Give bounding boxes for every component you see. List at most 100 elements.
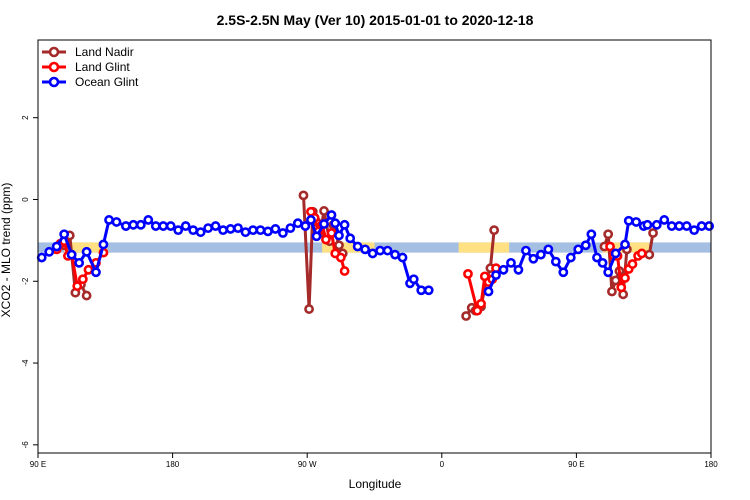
data-point [270, 224, 281, 234]
data-point [81, 290, 92, 301]
data-point [648, 228, 658, 238]
data-point [195, 227, 206, 238]
data-point [335, 252, 346, 263]
data-point [298, 190, 309, 201]
y-tick-label: -2 [21, 277, 30, 285]
data-point [666, 221, 677, 231]
data-point [326, 210, 337, 220]
data-point [306, 215, 316, 225]
data-point [111, 217, 122, 227]
data-point [66, 249, 77, 260]
series-ocean-glint [36, 210, 715, 297]
data-point [535, 249, 546, 260]
legend-label: Ocean Glint [75, 75, 139, 89]
data-point [644, 249, 655, 260]
data-point [620, 273, 630, 283]
data-point [345, 233, 356, 244]
data-point [320, 234, 331, 245]
data-point [311, 231, 322, 242]
data-point [642, 219, 653, 230]
data-point [44, 246, 55, 257]
data-point [565, 252, 576, 263]
legend-item-land-glint: Land Glint [42, 60, 130, 74]
data-point [491, 270, 501, 281]
data-point [81, 246, 92, 257]
data-point [382, 245, 393, 256]
data-point [521, 245, 531, 256]
data-point [59, 229, 70, 240]
data-point [620, 239, 630, 250]
data-point [573, 244, 584, 255]
data-point [704, 221, 715, 231]
legend-item-land-nadir: Land Nadir [42, 45, 134, 59]
data-point [304, 304, 314, 314]
data-point [285, 223, 296, 233]
data-point [300, 221, 311, 231]
data-point [659, 215, 670, 225]
data-point [603, 229, 614, 240]
data-point [696, 221, 707, 231]
data-point [180, 221, 191, 231]
data-point [651, 219, 662, 230]
data-point [506, 257, 516, 268]
data-point [51, 241, 62, 252]
data-point [631, 217, 642, 227]
data-point [375, 245, 386, 256]
data-point [603, 267, 614, 278]
data-point [128, 219, 139, 230]
data-point [319, 206, 329, 216]
data-point [210, 221, 221, 231]
data-point [580, 240, 591, 251]
data-point [104, 215, 114, 225]
data-point [416, 285, 427, 296]
data-point [674, 221, 685, 231]
y-tick-label: -4 [21, 359, 30, 367]
data-point [218, 225, 228, 236]
x-tick-label: 90 E [568, 460, 584, 469]
data-point [461, 311, 472, 321]
x-tick-label: 180 [704, 460, 718, 469]
x-tick-label: 180 [166, 460, 180, 469]
legend-label: Land Nadir [75, 45, 134, 59]
data-point [586, 229, 597, 240]
legend-label: Land Glint [75, 60, 130, 74]
data-point [367, 248, 378, 259]
data-point [339, 266, 350, 276]
data-point [240, 227, 251, 238]
x-tick-label: 0 [440, 460, 445, 469]
data-point [248, 225, 258, 236]
data-point [472, 305, 483, 316]
data-point [158, 221, 169, 231]
plot-frame [37, 39, 712, 454]
data-point [681, 221, 692, 231]
y-tick-label: 2 [21, 115, 30, 120]
data-point [225, 224, 236, 234]
x-axis-title: Longitude [349, 477, 402, 491]
data-point [173, 225, 184, 236]
y-axis-title: XCO2 - MLO trend (ppm) [0, 183, 13, 318]
x-tick-label: 90 W [298, 460, 317, 469]
data-point [36, 252, 47, 263]
data-point [330, 218, 341, 229]
data-point [550, 256, 561, 267]
data-point [334, 230, 344, 241]
data-point [390, 249, 400, 260]
data-point [558, 267, 569, 278]
data-point [263, 226, 273, 237]
data-point [408, 274, 419, 285]
data-point [607, 286, 617, 297]
data-point [483, 286, 494, 297]
data-point [319, 219, 329, 229]
data-point [98, 239, 109, 250]
data-point [463, 268, 473, 279]
data-point [352, 241, 363, 252]
data-point [623, 215, 634, 226]
data-point [72, 281, 83, 292]
land-band-1 [322, 242, 375, 253]
data-point [135, 219, 146, 230]
data-point [543, 244, 554, 255]
data-point [636, 248, 647, 259]
legend-marker [48, 46, 60, 58]
